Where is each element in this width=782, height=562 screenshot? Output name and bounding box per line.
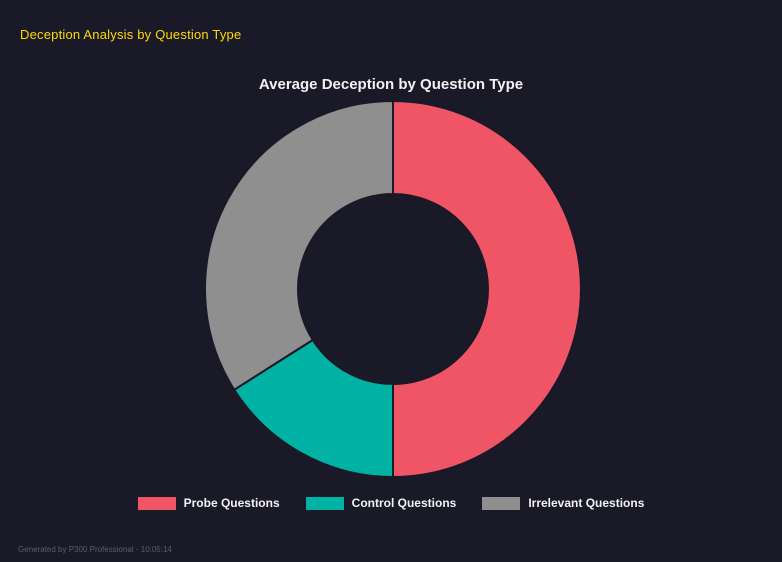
legend-item[interactable]: Irrelevant Questions: [482, 496, 644, 510]
legend-swatch: [482, 496, 521, 510]
legend-label: Irrelevant Questions: [528, 496, 645, 510]
pie-slice-1[interactable]: [232, 338, 394, 479]
pie-slice-0[interactable]: [392, 99, 582, 479]
legend-item[interactable]: Control Questions: [305, 496, 457, 510]
footer-note: Generated by P300 Professional - 10:05:1…: [18, 545, 172, 554]
chart-title: Average Deception by Question Type: [258, 76, 524, 93]
legend-label: Control Questions: [351, 496, 457, 510]
legend-item[interactable]: Probe Questions: [137, 496, 280, 510]
chart-legend: Probe Questions Control Questions Irreleva…: [0, 496, 782, 510]
legend-swatch: [137, 496, 176, 510]
legend-label: Probe Questions: [183, 496, 280, 510]
legend-swatch: [305, 496, 344, 510]
pie-slice-2[interactable]: [204, 99, 394, 392]
page-title: Deception Analysis by Question Type: [20, 27, 242, 42]
donut-chart-canvas[interactable]: [203, 99, 583, 479]
